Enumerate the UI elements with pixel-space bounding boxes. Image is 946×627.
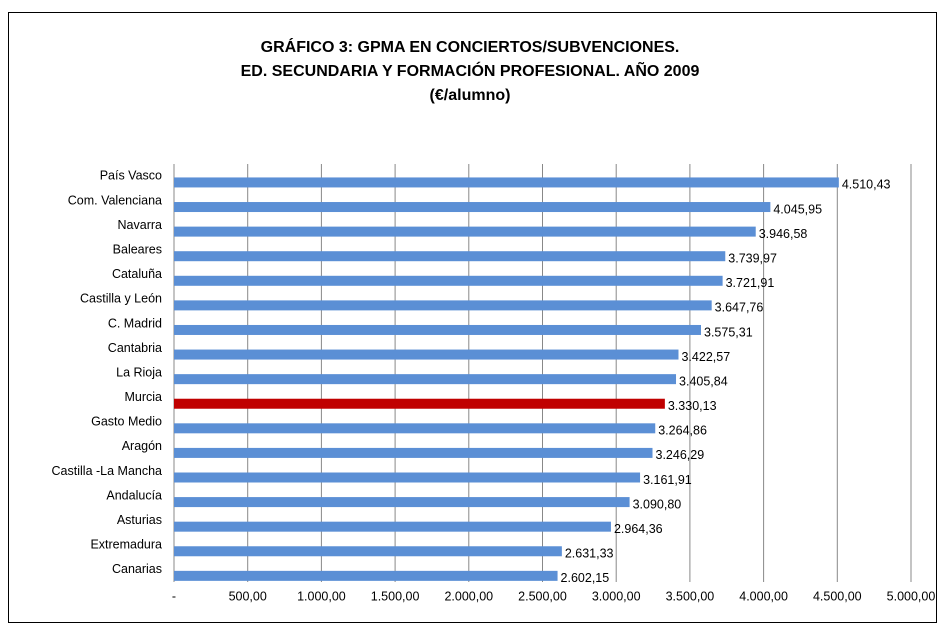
x-tick-label: 4.500,00 [813,589,862,603]
bar [174,423,656,434]
data-label: 3.422,57 [681,350,730,364]
data-label: 3.246,29 [656,448,705,462]
y-tick-label: La Rioja [116,365,162,379]
bar [174,447,653,458]
data-label: 4.510,43 [842,178,891,192]
bar [174,226,756,237]
y-tick-label: Murcia [124,390,162,404]
data-label: 4.045,95 [773,202,822,216]
bar [174,374,677,385]
x-tick-label: - [172,589,176,603]
y-tick-label: C. Madrid [108,316,162,330]
x-tick-label: 500,00 [229,589,267,603]
y-tick-label: Castilla y León [80,292,162,306]
y-tick-label: Asturias [117,513,162,527]
bar [174,398,665,409]
x-tick-label: 2.500,00 [518,589,567,603]
data-label: 3.946,58 [759,227,808,241]
bar [174,177,839,188]
data-label: 3.090,80 [633,497,682,511]
y-tick-label: Navarra [118,218,163,232]
data-label: 2.631,33 [565,547,614,561]
y-tick-label: Baleares [113,243,162,257]
y-tick-label: Com. Valenciana [68,193,162,207]
bar [174,349,679,360]
chart-title: (€/alumno) [430,87,511,104]
y-tick-label: Castilla -La Mancha [52,464,163,478]
bar [174,202,771,213]
data-label: 3.739,97 [728,252,777,266]
x-tick-label: 3.500,00 [666,589,715,603]
data-label: 3.264,86 [658,424,707,438]
x-tick-label: 5.000,00 [887,589,936,603]
y-tick-label: Cataluña [112,267,162,281]
data-label: 3.575,31 [704,325,753,339]
chart-frame [8,12,937,623]
bar [174,570,558,581]
chart-title: GRÁFICO 3: GPMA EN CONCIERTOS/SUBVENCION… [261,37,680,56]
x-tick-label: 2.000,00 [444,589,493,603]
x-tick-label: 1.000,00 [297,589,346,603]
y-tick-label: País Vasco [100,169,162,183]
bar [174,546,562,557]
bar [174,300,712,311]
data-label: 3.647,76 [715,301,764,315]
y-tick-label: Cantabria [108,341,162,355]
y-tick-label: Andalucía [106,488,162,502]
bar [174,497,630,508]
chart-title: ED. SECUNDARIA Y FORMACIÓN PROFESIONAL. … [241,60,700,80]
y-tick-label: Aragón [122,439,162,453]
data-label: 2.602,15 [561,571,610,585]
bar [174,324,702,335]
data-label: 3.161,91 [643,473,692,487]
bar [174,472,641,483]
x-tick-label: 4.000,00 [739,589,788,603]
x-tick-label: 3.000,00 [592,589,641,603]
y-tick-label: Canarias [112,562,162,576]
data-label: 2.964,36 [614,522,663,536]
bar [174,521,611,532]
y-tick-label: Gasto Medio [91,415,162,429]
y-tick-label: Extremadura [90,538,162,552]
x-tick-label: 1.500,00 [371,589,420,603]
data-label: 3.330,13 [668,399,717,413]
data-label: 3.405,84 [679,374,728,388]
data-label: 3.721,91 [726,276,775,290]
bar [174,275,723,286]
bar [174,251,726,262]
